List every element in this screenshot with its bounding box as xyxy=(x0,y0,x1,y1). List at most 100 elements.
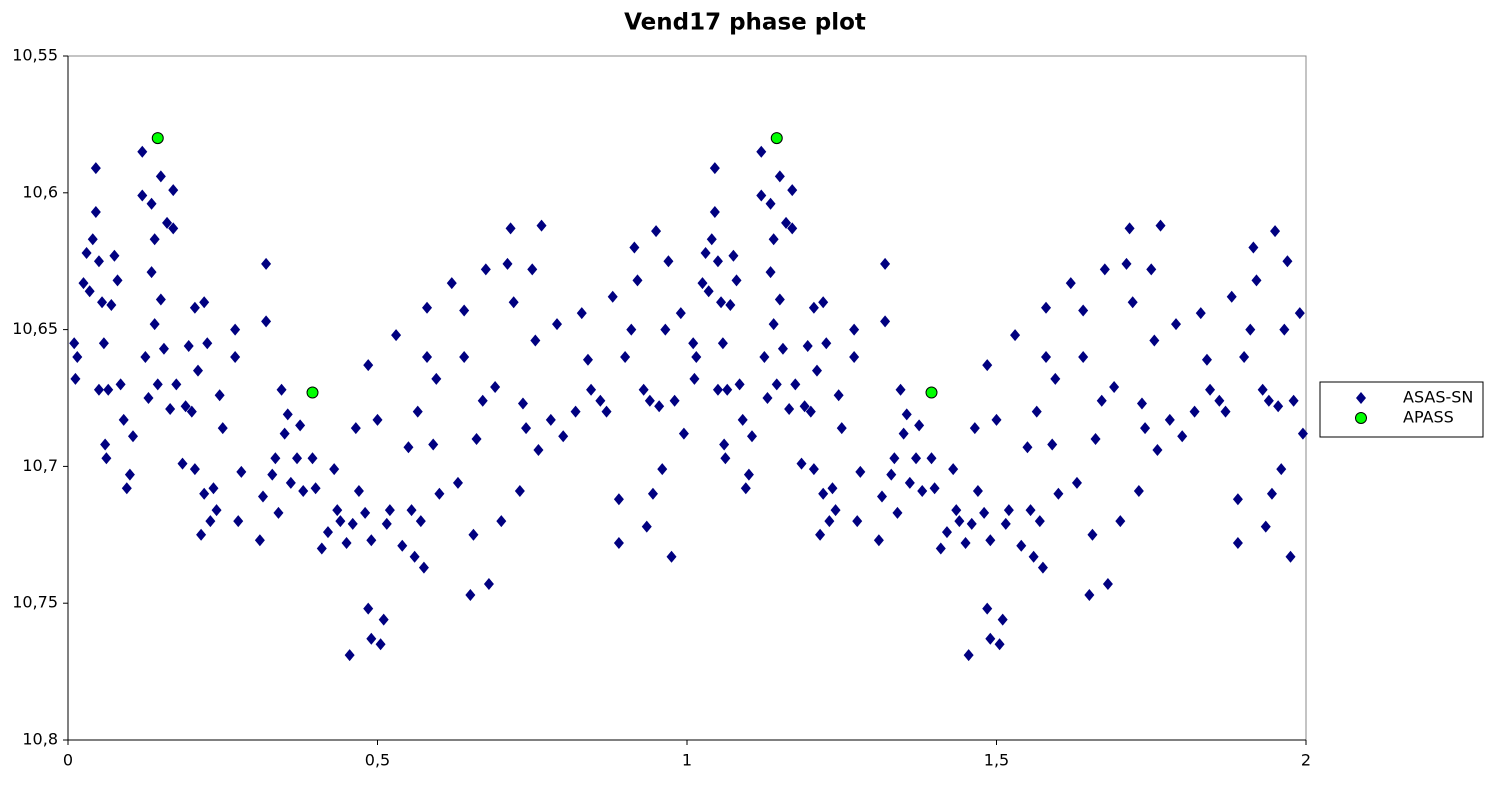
diamond-point xyxy=(1010,329,1021,342)
diamond-point xyxy=(1282,255,1293,268)
diamond-point xyxy=(1146,263,1157,276)
diamond-point xyxy=(202,337,213,350)
diamond-point xyxy=(378,613,389,626)
diamond-point xyxy=(322,526,333,539)
diamond-point xyxy=(985,534,996,547)
diamond-point xyxy=(1078,304,1089,317)
diamond-point xyxy=(808,301,819,314)
diamond-point xyxy=(647,487,658,500)
diamond-point xyxy=(1171,318,1182,331)
diamond-point xyxy=(468,528,479,541)
diamond-point xyxy=(505,222,516,235)
circle-point xyxy=(925,386,938,399)
diamond-point xyxy=(595,394,606,407)
diamond-point xyxy=(84,285,95,298)
diamond-point xyxy=(1025,504,1036,517)
diamond-point xyxy=(152,378,163,391)
diamond-point xyxy=(1115,515,1126,528)
diamond-point xyxy=(818,487,829,500)
diamond-point xyxy=(960,537,971,550)
diamond-point xyxy=(982,602,993,615)
diamond-point xyxy=(1028,550,1039,563)
diamond-point xyxy=(641,520,652,533)
diamond-point xyxy=(236,465,247,478)
diamond-point xyxy=(712,383,723,396)
diamond-point xyxy=(233,515,244,528)
diamond-point xyxy=(106,298,117,311)
diamond-point xyxy=(781,216,792,229)
x-tick-label: 1 xyxy=(682,751,692,770)
diamond-point xyxy=(954,515,965,528)
diamond-point xyxy=(1050,372,1061,385)
diamond-point xyxy=(815,528,826,541)
diamond-point xyxy=(1041,350,1052,363)
diamond-point xyxy=(1047,438,1058,451)
diamond-point xyxy=(261,257,272,270)
y-tick-label: 10,7 xyxy=(22,456,58,475)
diamond-point xyxy=(731,274,742,287)
diamond-point xyxy=(824,515,835,528)
diamond-point xyxy=(660,323,671,336)
diamond-point xyxy=(740,482,751,495)
diamond-point xyxy=(158,342,169,355)
diamond-point xyxy=(849,350,860,363)
diamond-point xyxy=(100,438,111,451)
diamond-point xyxy=(422,301,433,314)
diamond-point xyxy=(183,340,194,353)
diamond-point xyxy=(384,504,395,517)
diamond-point xyxy=(1121,257,1132,270)
diamond-point xyxy=(827,482,838,495)
diamond-point xyxy=(675,307,686,320)
diamond-point xyxy=(366,534,377,547)
diamond-point xyxy=(360,506,371,519)
diamond-point xyxy=(994,638,1005,651)
diamond-point xyxy=(607,290,618,303)
diamond-point xyxy=(756,189,767,202)
diamond-point xyxy=(582,353,593,366)
diamond-point xyxy=(765,266,776,279)
diamond-point xyxy=(1201,353,1212,366)
diamond-point xyxy=(979,506,990,519)
diamond-point xyxy=(78,277,89,290)
diamond-point xyxy=(490,381,501,394)
diamond-point xyxy=(935,542,946,555)
diamond-point xyxy=(688,337,699,350)
diamond-point xyxy=(70,372,81,385)
diamond-point xyxy=(1251,274,1262,287)
diamond-point xyxy=(177,457,188,470)
diamond-point xyxy=(363,602,374,615)
diamond-point xyxy=(545,413,556,426)
diamond-point xyxy=(774,293,785,306)
diamond-point xyxy=(276,383,287,396)
diamond-point xyxy=(140,350,151,363)
diamond-point xyxy=(1084,588,1095,601)
diamond-point xyxy=(651,225,662,238)
diamond-point xyxy=(613,493,624,506)
diamond-point xyxy=(796,457,807,470)
diamond-point xyxy=(189,301,200,314)
diamond-point xyxy=(1220,405,1231,418)
diamond-point xyxy=(97,296,108,309)
diamond-point xyxy=(282,408,293,421)
diamond-point xyxy=(790,378,801,391)
diamond-point xyxy=(1239,350,1250,363)
diamond-point xyxy=(768,233,779,246)
diamond-point xyxy=(1003,504,1014,517)
diamond-point xyxy=(341,537,352,550)
diamond-point xyxy=(951,504,962,517)
diamond-point xyxy=(898,427,909,440)
diamond-point xyxy=(533,443,544,456)
diamond-point xyxy=(709,205,720,218)
diamond-point xyxy=(1016,539,1027,552)
diamond-point xyxy=(678,427,689,440)
diamond-point xyxy=(1140,422,1151,435)
diamond-point xyxy=(366,632,377,645)
diamond-point xyxy=(168,184,179,197)
diamond-point xyxy=(115,378,126,391)
diamond-point xyxy=(889,452,900,465)
diamond-point xyxy=(982,359,993,372)
diamond-point xyxy=(1149,334,1160,347)
diamond-point xyxy=(273,506,284,519)
diamond-point xyxy=(69,337,80,350)
